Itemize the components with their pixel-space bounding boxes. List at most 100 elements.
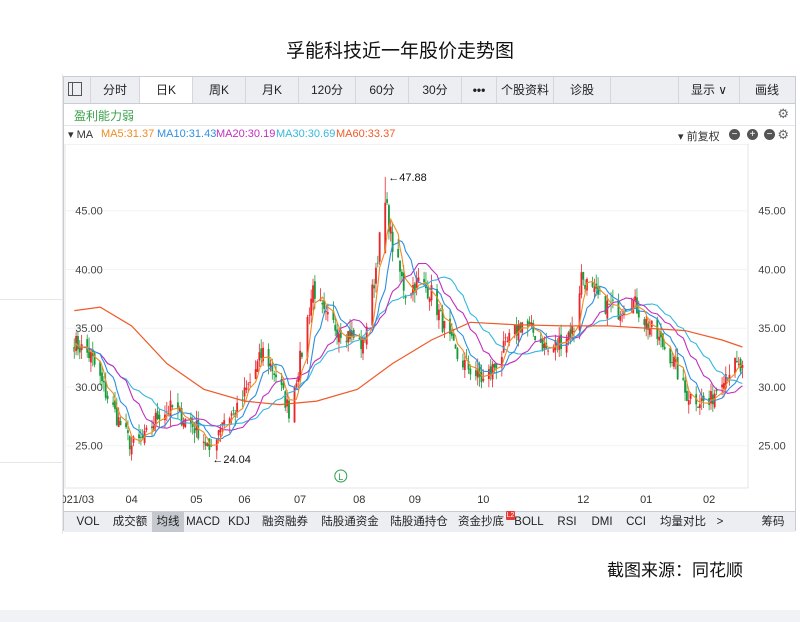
candle-body <box>441 309 444 332</box>
candle-body <box>313 281 316 299</box>
tab-diagnosis[interactable]: 诊股 <box>554 77 611 103</box>
candle-body <box>249 381 252 383</box>
tab-margin-trading[interactable]: 融资融券 <box>262 516 308 528</box>
minus-icon[interactable]: − <box>729 129 740 140</box>
tab-volume-compare[interactable]: 均量对比 <box>660 516 706 528</box>
candle-body <box>389 226 392 234</box>
tab-bottom-fishing[interactable]: 资金抄底 <box>458 516 504 528</box>
candle-body <box>500 356 503 368</box>
plus-icon[interactable]: + <box>747 129 758 140</box>
ma20-value: MA20:30.19 <box>216 128 276 140</box>
draw-line-button[interactable]: 画线 <box>754 83 779 97</box>
display-dropdown[interactable]: 显示 ∨ <box>678 77 740 103</box>
candle-body <box>611 299 614 301</box>
tab-rsi[interactable]: RSI <box>557 516 577 528</box>
candle-body <box>534 335 537 340</box>
candle-body <box>632 299 635 314</box>
candle-body <box>580 272 583 295</box>
ma-dropdown[interactable]: ▾ MA <box>68 129 94 141</box>
x-tick-label: 06 <box>238 494 250 506</box>
candle-body <box>114 400 116 409</box>
candle-body <box>228 418 231 426</box>
x-tick-label: 09 <box>409 494 421 506</box>
close-indicator-icon[interactable]: − <box>764 129 775 140</box>
y-tick-label-right: 30.00 <box>758 382 786 394</box>
tab-vol[interactable]: VOL <box>76 516 100 528</box>
candle-body <box>284 391 287 408</box>
tab-stock-profile[interactable]: 个股资料 <box>497 77 554 103</box>
candle-body <box>734 357 736 374</box>
candle-body <box>728 374 731 380</box>
candle-body <box>132 436 135 443</box>
tab-dmi[interactable]: DMI <box>591 516 613 528</box>
candle-body <box>454 344 457 349</box>
candle-body <box>476 368 479 378</box>
candle-body <box>621 315 624 316</box>
y-tick-label-left: 45.00 <box>75 206 103 218</box>
tab-northbound-holdings[interactable]: 陆股通持仓 <box>390 516 448 528</box>
tab-60min[interactable]: 60分 <box>356 77 409 103</box>
candle-body <box>169 400 172 418</box>
candle-body <box>286 399 289 407</box>
tab-monthly-k[interactable]: 月K <box>246 77 299 103</box>
candle-body <box>104 381 107 398</box>
tab-northbound-funds[interactable]: 陆股通资金 <box>321 516 379 528</box>
tab-turnover[interactable]: 成交额 <box>112 516 148 528</box>
candle-body <box>217 430 220 436</box>
candle-body <box>336 329 339 338</box>
y-tick-label-right: 45.00 <box>758 206 786 218</box>
tab-minute[interactable]: 分时 <box>91 77 140 103</box>
candle-body <box>391 231 394 252</box>
candle-body <box>648 328 651 335</box>
more-periods-button[interactable]: ••• <box>462 77 497 103</box>
candle-body <box>112 402 115 405</box>
candle-body <box>506 340 509 342</box>
tab-daily-k[interactable]: 日K <box>140 77 193 103</box>
max-price-annotation: ←47.88 <box>388 172 427 184</box>
candle-body <box>323 300 326 310</box>
candle-body <box>560 334 562 349</box>
candle-body <box>128 436 131 450</box>
layout-toggle-button[interactable] <box>64 77 91 103</box>
candle-body <box>437 309 440 321</box>
l-marker-circle[interactable] <box>334 469 348 483</box>
candle-body <box>687 400 690 405</box>
y-tick-label-left: 35.00 <box>75 323 103 335</box>
tab-kdj[interactable]: KDJ <box>228 516 250 528</box>
candle-body <box>258 352 261 361</box>
y-tick-label-right: 25.00 <box>758 441 786 453</box>
tab-120min[interactable]: 120分 <box>299 77 356 103</box>
x-tick-label: 2021/03 <box>63 494 94 506</box>
ma-settings-gear-icon[interactable]: ⚙ <box>777 127 789 142</box>
candle-body <box>556 343 559 346</box>
candle-body <box>413 283 416 294</box>
tab-boll[interactable]: BOLL <box>514 516 544 528</box>
tab-cci[interactable]: CCI <box>626 516 646 528</box>
gear-icon[interactable]: ⚙ <box>777 106 789 121</box>
candle-body <box>262 347 264 362</box>
candle-body <box>78 347 81 353</box>
tab-macd[interactable]: MACD <box>186 516 220 528</box>
candle-body <box>558 336 561 350</box>
tab-moving-average[interactable]: 均线 <box>152 512 184 532</box>
candle-body <box>280 379 283 385</box>
profitability-label[interactable]: 盈利能力弱 <box>74 109 135 123</box>
candle-body <box>221 422 224 426</box>
ma60-value: MA60:33.37 <box>336 128 396 140</box>
tab-30min[interactable]: 30分 <box>409 77 462 103</box>
candle-body <box>141 435 144 439</box>
candle-body <box>243 387 246 397</box>
candle-body <box>397 249 400 258</box>
candle-body <box>300 352 303 357</box>
candle-body <box>151 426 153 429</box>
adjust-dropdown[interactable]: ▾ 前复权 <box>678 131 720 143</box>
chip-distribution-button[interactable]: 筹码 <box>761 516 785 528</box>
candle-body <box>241 398 244 400</box>
candle-body <box>663 346 666 350</box>
more-tabs-arrow-icon[interactable]: > <box>716 516 724 528</box>
candle-body <box>426 287 429 299</box>
candlestick-chart[interactable]: 25.00 25.00 30.00 30.00 35.00 35.00 40.00 40.00… <box>63 144 796 508</box>
x-tick-label: 08 <box>353 494 365 506</box>
tab-weekly-k[interactable]: 周K <box>193 77 246 103</box>
period-toolbar: 分时 日K 周K 月K 120分 60分 30分 ••• 个股资料 诊股 显示 … <box>64 77 795 104</box>
